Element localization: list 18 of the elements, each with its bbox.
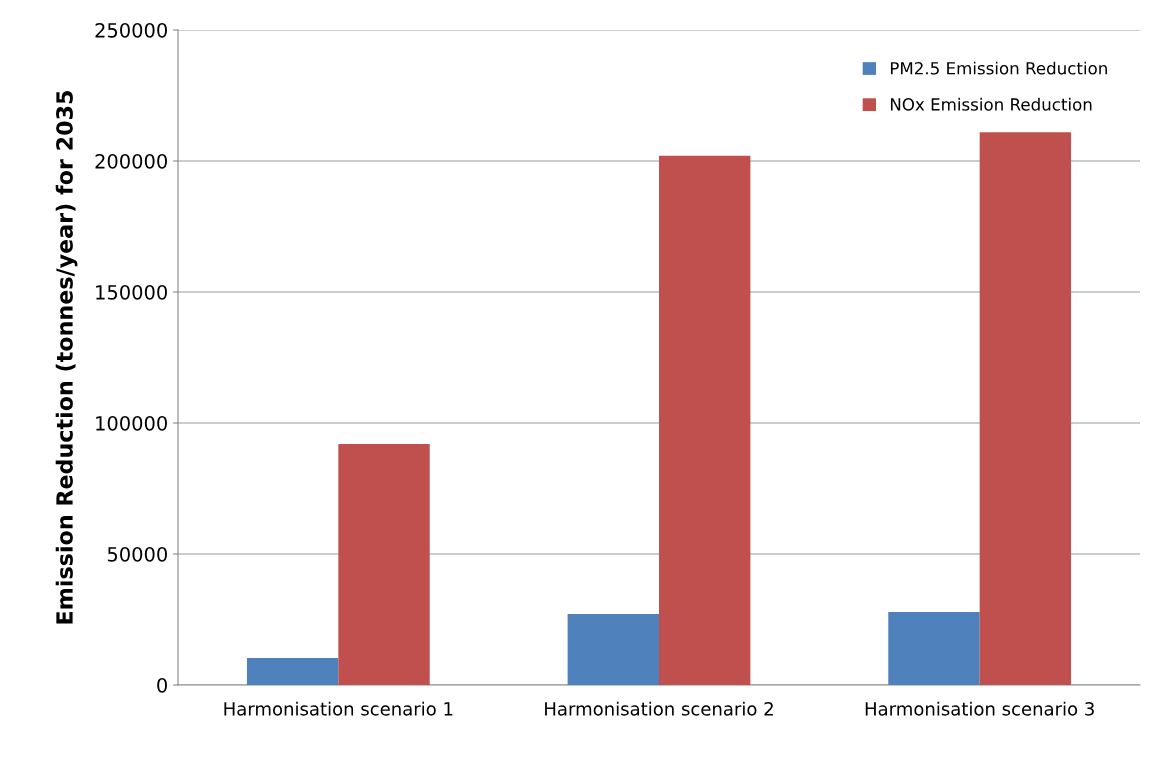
y-axis-title: Emission Reduction (tonnes/year) for 2035 <box>55 91 78 624</box>
x-tick-label: Harmonisation scenario 1 <box>224 701 453 716</box>
y-tick-label: 200000 <box>95 153 167 169</box>
y-tick-label: 150000 <box>96 284 167 300</box>
bar <box>979 132 1072 685</box>
x-tick-label: Harmonisation scenario 2 <box>545 701 773 716</box>
y-tick-label: 250000 <box>95 22 167 38</box>
bar <box>338 443 430 685</box>
bar <box>888 611 980 685</box>
y-tick-label: 100000 <box>96 415 167 431</box>
legend-label: NOx Emission Reduction <box>890 97 1092 111</box>
bar <box>246 658 339 685</box>
bar <box>659 155 751 685</box>
y-tick-label: 0 <box>157 677 167 693</box>
bar <box>567 614 659 685</box>
x-tick-label: Harmonisation scenario 3 <box>865 701 1094 716</box>
legend-label: PM2.5 Emission Reduction <box>890 61 1107 75</box>
y-tick-label: 50000 <box>107 546 167 562</box>
